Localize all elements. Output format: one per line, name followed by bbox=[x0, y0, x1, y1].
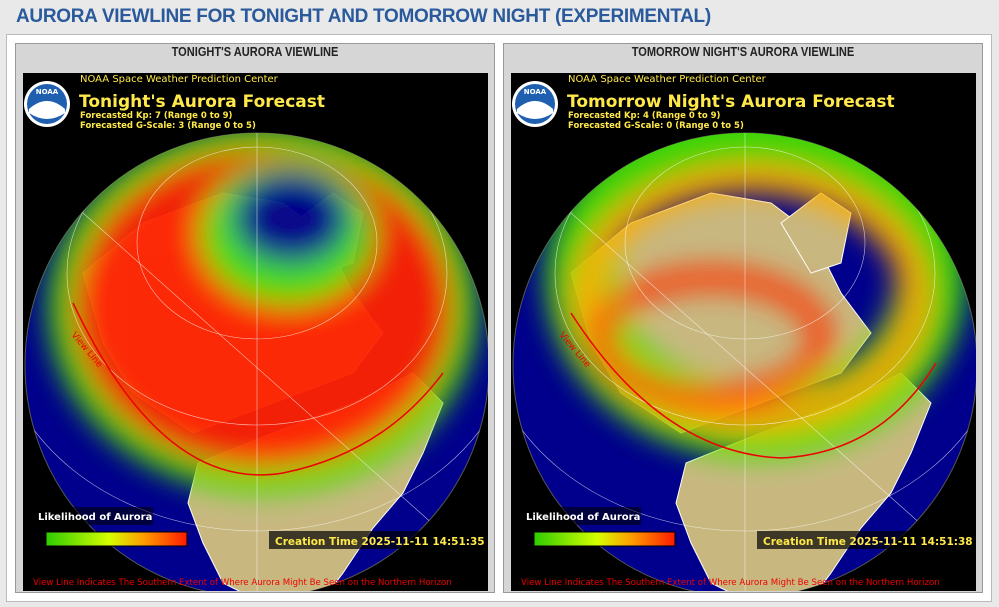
forecast-title: Tonight's Aurora Forecast bbox=[79, 92, 325, 112]
forecast-panel: TONIGHT'S AURORA VIEWLINE View Line NOAA NO… bbox=[15, 43, 495, 593]
agency: NOAA Space Weather Prediction Center bbox=[568, 74, 767, 85]
legend-background bbox=[31, 507, 153, 525]
view-line bbox=[72, 302, 444, 476]
noaa-logo-wave bbox=[29, 101, 65, 119]
legend-title: Likelihood of Aurora bbox=[526, 512, 640, 523]
globe-content bbox=[513, 133, 976, 591]
g-scale: Forecasted G-Scale: 3 (Range 0 to 5) bbox=[80, 121, 256, 131]
footnote: View Line Indicates The Southern Extent … bbox=[521, 578, 940, 588]
aurora-band-core bbox=[571, 163, 931, 433]
panel-header: TONIGHT'S AURORA VIEWLINE bbox=[171, 44, 339, 59]
graticule bbox=[570, 212, 932, 534]
time-background bbox=[269, 531, 477, 549]
forecast-panel: TOMORROW NIGHT'S AURORA VIEWLINE View Lin… bbox=[503, 43, 983, 593]
kp: Forecasted Kp: 7 (Range 0 to 9) bbox=[80, 111, 233, 121]
legend-scale bbox=[533, 531, 676, 547]
globe-content bbox=[25, 133, 488, 591]
aurora-hole bbox=[233, 172, 349, 264]
creation-time: Creation Time 2025-11-11 14:51:35 bbox=[275, 536, 485, 548]
aurora-band-peak bbox=[590, 267, 832, 409]
graticule bbox=[82, 212, 444, 534]
page-title: AURORA VIEWLINE FOR TONIGHT AND TOMORROW… bbox=[16, 6, 711, 27]
view-line bbox=[570, 312, 937, 459]
footnote: View Line Indicates The Southern Extent … bbox=[33, 578, 452, 588]
agency: NOAA Space Weather Prediction Center bbox=[80, 74, 279, 85]
logo-text: NOAA bbox=[524, 88, 547, 96]
forecast-title: Tomorrow Night's Aurora Forecast bbox=[567, 92, 895, 112]
g-scale: Forecasted G-Scale: 0 (Range 0 to 5) bbox=[568, 121, 744, 131]
legend-background bbox=[519, 507, 641, 525]
logo-text: NOAA bbox=[36, 88, 59, 96]
legend-scale bbox=[45, 531, 188, 547]
content-frame: TONIGHT'S AURORA VIEWLINE View Line NOAA NO… bbox=[6, 34, 992, 602]
legend-title: Likelihood of Aurora bbox=[38, 512, 152, 523]
kp: Forecasted Kp: 4 (Range 0 to 9) bbox=[568, 111, 721, 121]
aurora bbox=[546, 133, 966, 458]
creation-time: Creation Time 2025-11-11 14:51:38 bbox=[763, 536, 973, 548]
noaa-logo-wave bbox=[517, 101, 553, 119]
panel-header: TOMORROW NIGHT'S AURORA VIEWLINE bbox=[631, 44, 855, 59]
aurora bbox=[48, 133, 478, 493]
time-background bbox=[757, 531, 965, 549]
